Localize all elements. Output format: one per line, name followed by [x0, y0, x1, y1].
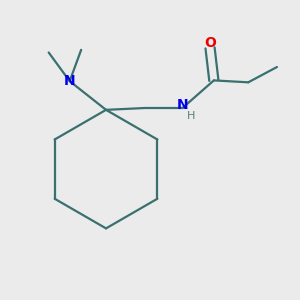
- Text: H: H: [187, 111, 195, 121]
- Text: N: N: [177, 98, 188, 112]
- Text: O: O: [204, 36, 216, 50]
- Text: N: N: [64, 74, 76, 88]
